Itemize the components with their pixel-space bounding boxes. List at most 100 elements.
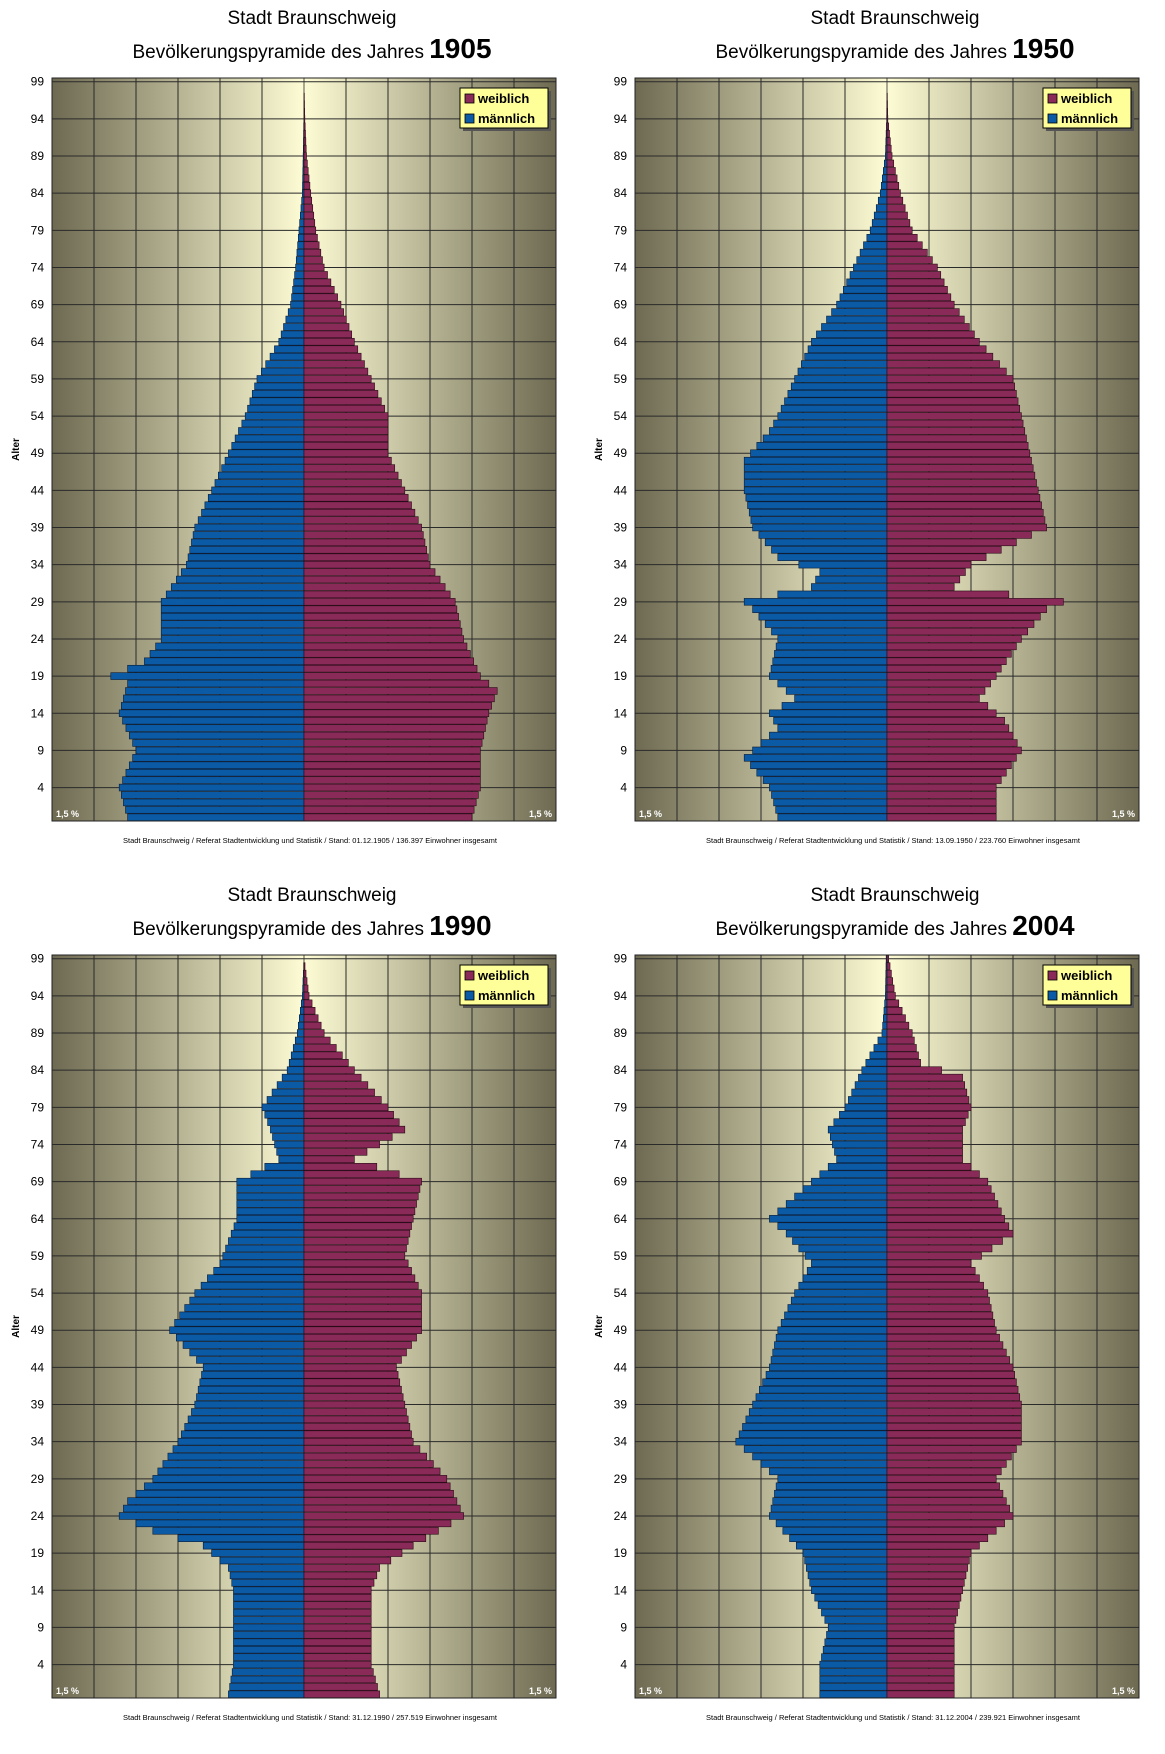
bar-male [172,1445,305,1453]
y-tick-label: 34 [614,1435,628,1449]
bar-male [228,1564,305,1572]
bar-male [773,419,888,428]
bar-male [743,598,888,606]
bar-male [177,1437,305,1446]
bar-male [771,627,888,636]
legend-box [1042,964,1132,1006]
y-tick-label: 24 [31,632,45,646]
bar-male [121,702,305,710]
bar-female [886,1281,984,1290]
y-tick-label: 64 [31,335,45,349]
pyramid-panel-1990: Stadt Braunschweig Bevölkerungspyramide d… [0,877,582,1754]
bar-female [303,300,342,309]
bar-male [251,390,305,398]
bar-male [773,798,888,807]
bar-male [160,612,305,621]
bar-male [772,1348,888,1357]
bar-female [886,1527,997,1535]
bar-female [303,338,355,346]
bar-male [295,256,305,264]
y-tick-label: 84 [31,186,45,200]
bar-male [135,746,305,755]
x-corner-label-left: 1,5 % [56,809,79,819]
bar-female [303,1616,372,1624]
y-tick-label: 4 [37,1658,44,1672]
bar-male [189,546,305,554]
bar-female [303,1430,412,1438]
bar-female [886,427,1026,435]
bar-female [303,501,412,509]
bar-male [167,1452,305,1461]
bar-female [886,546,1002,554]
bar-female [303,531,424,539]
bar-male [760,739,888,747]
bar-male [821,323,888,331]
bar-male [170,583,305,591]
bar-male [756,768,888,777]
bar-male [219,1556,305,1565]
bar-male [197,516,305,524]
bar-male [883,167,888,175]
bar-female [303,100,305,108]
bar-female [886,531,1032,539]
bar-female [303,1556,392,1565]
bar-female [303,1111,394,1119]
chart-subtitle: Bevölkerungspyramide des Jahres 1990 [132,910,491,941]
bar-male [228,449,305,457]
legend-swatch-maennlich [1047,113,1058,124]
bar-female [886,300,955,309]
bar-female [886,598,1064,606]
bar-female [303,664,478,673]
chart-footer: Stadt Braunschweig / Referat Stadtentwic… [706,836,1081,845]
bar-female [303,1423,411,1431]
bar-female [303,1460,434,1468]
bar-female [886,479,1037,487]
bar-male [233,1593,305,1602]
bar-male [211,1549,305,1557]
bar-male [292,286,305,294]
bar-female [886,1668,955,1676]
x-corner-label-left: 1,5 % [56,1686,79,1696]
bar-male [228,1237,305,1245]
bar-female [303,345,359,353]
y-tick-label: 54 [31,409,45,423]
bar-female [886,412,1022,420]
bar-male [856,256,888,264]
bar-male [858,1073,888,1082]
bar-female [303,560,431,569]
bar-male [197,1385,305,1394]
bar-male [833,1118,888,1126]
bar-female [303,442,389,450]
bar-male [110,672,305,680]
y-tick-label: 69 [614,298,628,312]
bar-female [303,962,306,970]
bar-female [303,1601,372,1609]
pyramid-panel-2004: Stadt Braunschweig Bevölkerungspyramide d… [583,877,1165,1754]
bar-male [272,1133,305,1141]
bar-female [303,553,429,561]
bar-male [127,664,305,673]
legend-swatch-weiblich [464,93,475,104]
bar-female [303,1638,372,1646]
bar-female [886,516,1046,524]
bar-female [886,115,889,123]
bar-female [303,1393,404,1401]
y-tick-label: 4 [620,1658,627,1672]
bar-female [303,1007,316,1015]
bar-female [886,992,896,1000]
bar-male [157,1467,305,1476]
bar-female [886,1690,955,1698]
bar-male [236,1207,305,1216]
bar-female [303,211,315,220]
bar-male [202,1363,305,1372]
bar-female [303,1623,372,1632]
bar-male [804,1252,888,1260]
y-tick-label: 94 [31,112,45,126]
y-tick-label: 59 [614,372,628,386]
bar-female [886,1207,1002,1216]
bar-male [873,211,888,220]
bar-male [819,1668,888,1676]
bar-female [886,219,911,227]
bar-female [303,1541,414,1550]
bar-female [886,1415,1022,1424]
